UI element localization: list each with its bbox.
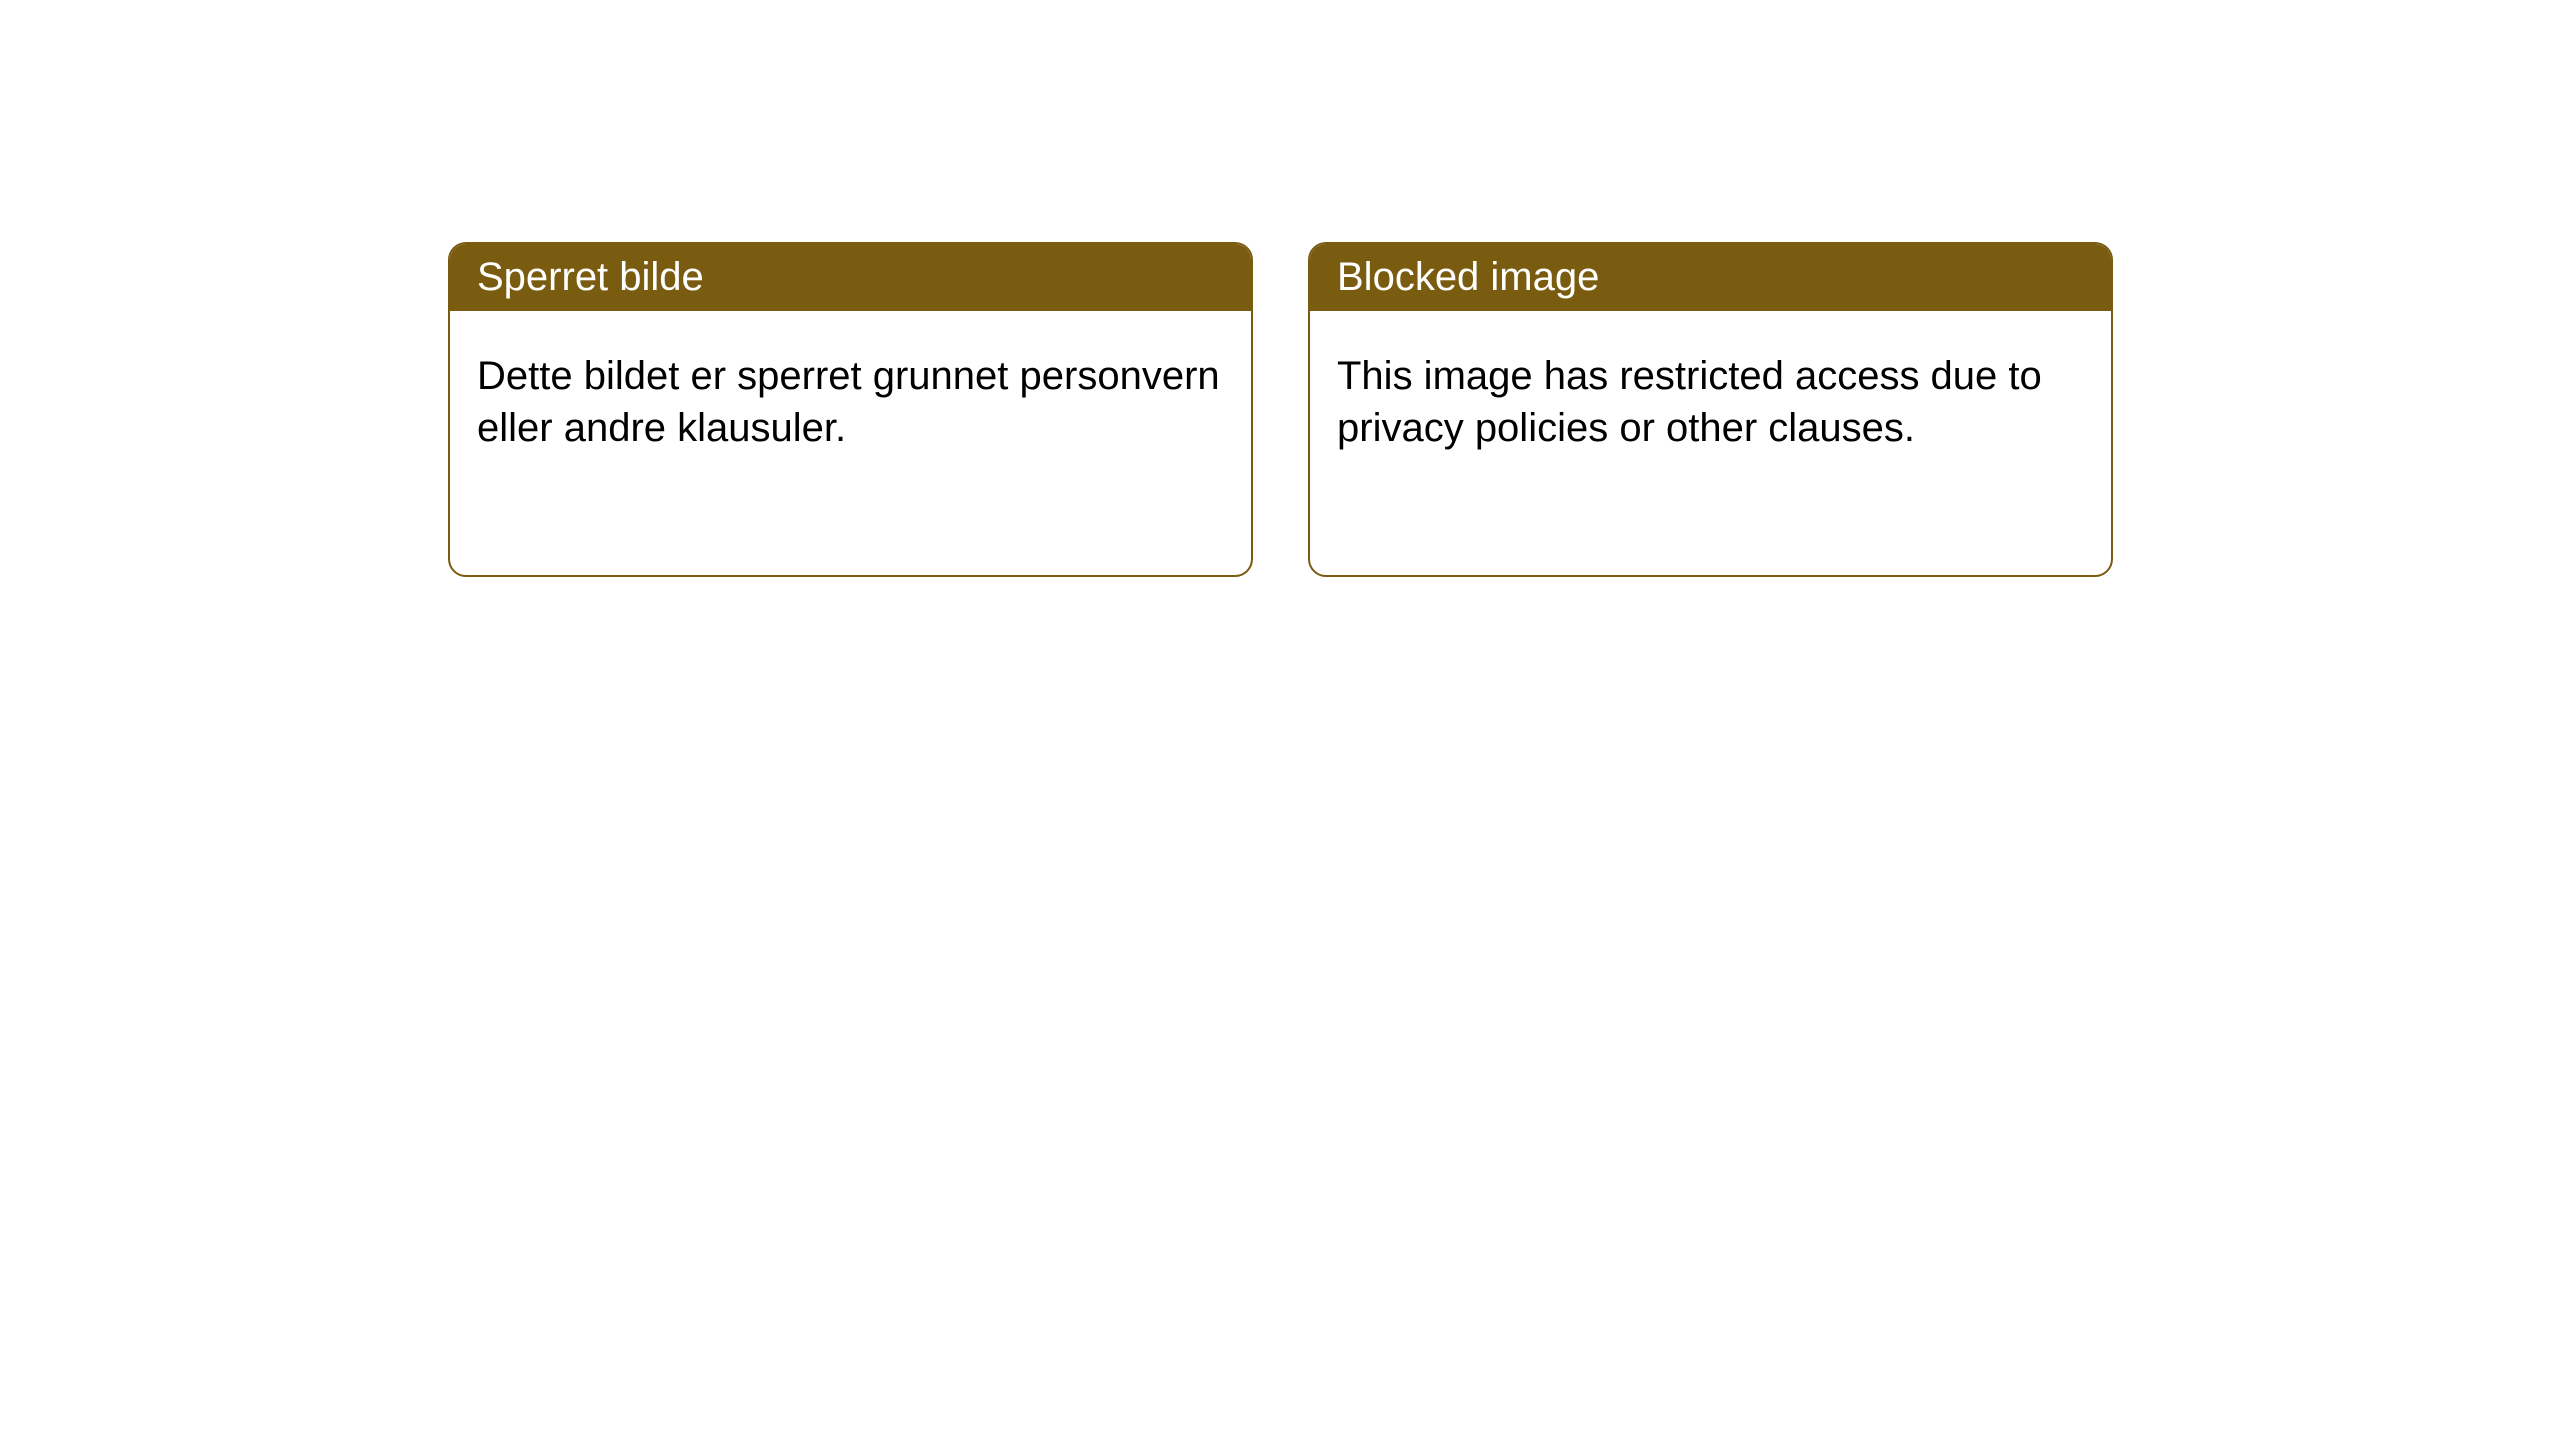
card-title: Blocked image bbox=[1310, 244, 2111, 311]
card-body-text: Dette bildet er sperret grunnet personve… bbox=[450, 311, 1251, 481]
notice-container: Sperret bilde Dette bildet er sperret gr… bbox=[0, 0, 2560, 577]
notice-card-english: Blocked image This image has restricted … bbox=[1308, 242, 2113, 577]
card-title: Sperret bilde bbox=[450, 244, 1251, 311]
notice-card-norwegian: Sperret bilde Dette bildet er sperret gr… bbox=[448, 242, 1253, 577]
card-body-text: This image has restricted access due to … bbox=[1310, 311, 2111, 481]
